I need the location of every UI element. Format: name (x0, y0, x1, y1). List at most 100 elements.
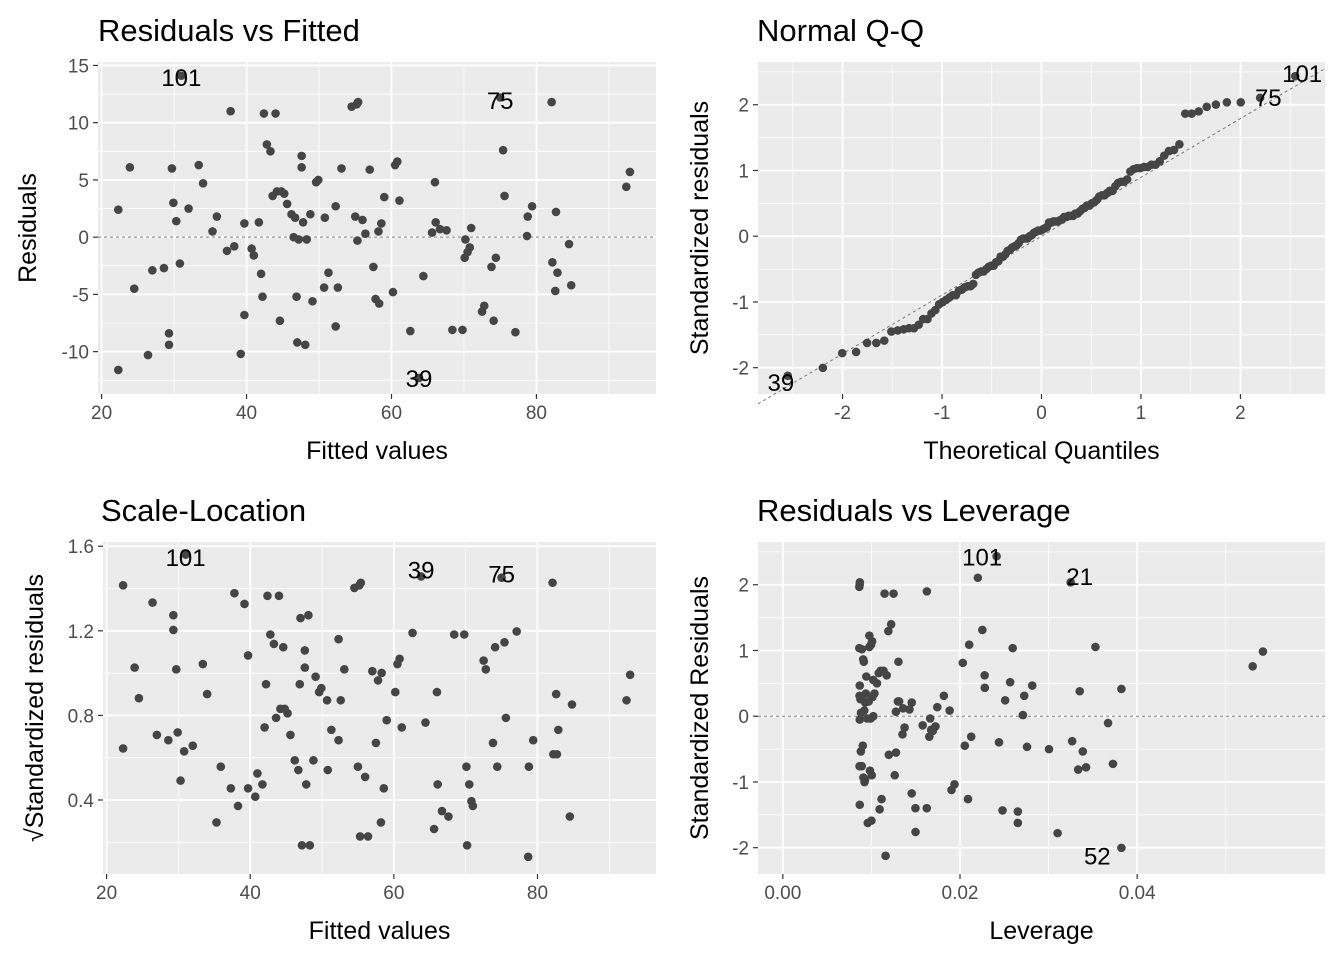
data-point (353, 97, 363, 107)
axis-ticks: -2 -1 0 1 2 -2 -1 0 1 2 (732, 96, 1246, 424)
data-point (306, 209, 315, 219)
annotation-label: 75 (1255, 85, 1282, 112)
data-point (309, 756, 318, 765)
data-point (1013, 818, 1023, 828)
data-point (1005, 677, 1015, 687)
data-point (862, 672, 871, 681)
data-point (175, 259, 185, 268)
data-point (872, 338, 881, 348)
data-point (625, 167, 635, 177)
data-point (992, 551, 1001, 561)
x-axis-label: Theoretical Quantiles (923, 437, 1159, 465)
data-point (254, 217, 264, 227)
data-point (918, 720, 927, 730)
data-point (860, 698, 870, 707)
data-point (164, 340, 174, 350)
data-point (337, 164, 346, 173)
data-point (900, 723, 909, 732)
data-point (164, 735, 173, 745)
annotation-label: 39 (768, 370, 795, 397)
data-point (551, 689, 561, 699)
data-point (167, 164, 177, 173)
data-point (432, 687, 442, 697)
data-point (300, 340, 310, 350)
data-point (361, 229, 370, 239)
data-point (1053, 828, 1062, 838)
data-point (179, 747, 189, 756)
data-point (279, 189, 289, 198)
point-annotations: 101 39 75 (166, 545, 515, 589)
data-point (522, 231, 532, 241)
data-point (271, 713, 281, 723)
data-point (113, 365, 123, 375)
x-axis-label: Fitted values (306, 437, 448, 465)
data-point (274, 591, 284, 601)
x-tick-label: 0.00 (764, 883, 801, 904)
data-point (1091, 642, 1100, 652)
plot-title: Normal Q-Q (757, 13, 924, 48)
gridlines (758, 62, 1325, 394)
data-point (331, 322, 340, 331)
data-point (1073, 765, 1083, 774)
data-point (340, 665, 349, 674)
data-point (368, 666, 377, 676)
data-point (406, 326, 415, 336)
data-point (118, 744, 128, 753)
data-point (461, 235, 470, 244)
data-point (1175, 139, 1184, 149)
data-point (397, 723, 407, 732)
data-point (880, 589, 889, 598)
data-point (430, 177, 440, 187)
qq-reference-line (757, 68, 1326, 405)
y-tick-label: 1 (738, 641, 749, 662)
data-point (353, 236, 362, 245)
panel-3: 20 40 60 80 0.4 0.8 1.2 1.6 101 39 75 Scale-Locatio… (21, 493, 656, 945)
plot-title: Scale-Location (101, 493, 306, 528)
data-point (886, 619, 896, 629)
data-point (548, 578, 557, 588)
x-tick-label: 20 (91, 403, 112, 424)
data-point (862, 714, 872, 723)
data-point (552, 749, 562, 759)
data-point (259, 109, 269, 118)
data-point (327, 725, 336, 735)
y-tick-label: 0 (78, 228, 89, 249)
data-point (963, 794, 973, 804)
data-point (294, 765, 303, 775)
data-point (862, 338, 872, 348)
data-point (262, 140, 272, 149)
data-point (1044, 744, 1054, 754)
axis-ticks: 0.00 0.02 0.04 -2 -1 0 1 2 (732, 576, 1156, 904)
data-point (266, 146, 275, 156)
gridlines (103, 542, 656, 874)
data-point (194, 160, 204, 170)
data-point (258, 780, 267, 789)
x-tick-label: 1 (1136, 403, 1147, 424)
data-point (464, 780, 474, 789)
data-point (442, 225, 451, 235)
data-point (1187, 109, 1196, 118)
data-point (1122, 175, 1132, 184)
data-points (855, 551, 1268, 861)
data-point (939, 691, 949, 701)
data-point (1066, 577, 1075, 587)
x-tick-label: 40 (236, 403, 257, 424)
data-point (427, 228, 437, 237)
data-point (1117, 843, 1126, 853)
data-point (130, 663, 139, 672)
data-point (1169, 145, 1179, 155)
data-point (932, 702, 942, 712)
data-point (371, 738, 381, 748)
data-points (113, 71, 635, 383)
data-point (391, 687, 400, 697)
data-point (894, 697, 904, 706)
data-point (511, 327, 520, 337)
axis-ticks: 20 40 60 80 -10 -5 0 5 10 15 (62, 56, 547, 424)
data-point (551, 207, 561, 217)
y-tick-label: 2 (738, 576, 749, 597)
data-point (851, 347, 861, 357)
data-point (565, 812, 575, 821)
data-point (314, 175, 323, 185)
data-point (958, 658, 968, 668)
